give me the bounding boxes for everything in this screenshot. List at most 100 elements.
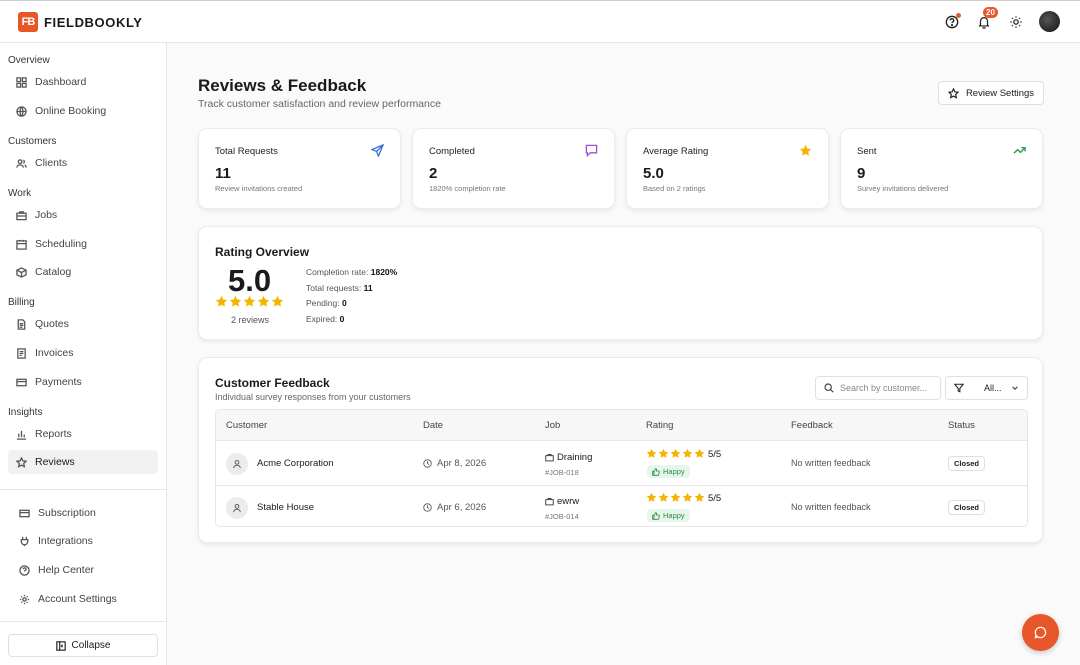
overview-completion-rate: Completion rate: 1820%: [306, 267, 397, 277]
user-icon: [233, 503, 241, 513]
page-subtitle: Track customer satisfaction and review p…: [198, 98, 441, 110]
column-status[interactable]: Status: [948, 420, 975, 431]
sidebar-item-reviews[interactable]: Reviews: [8, 450, 158, 474]
customer-feedback-title: Customer Feedback: [215, 376, 330, 390]
job-title: Draining: [557, 452, 593, 463]
rating-stars: [646, 448, 705, 459]
table-row[interactable]: Stable House Apr 6, 2026 ewrw #JOB-014: [216, 485, 1027, 526]
sidebar-item-label: Online Booking: [35, 105, 107, 117]
logo-mark: FB: [18, 12, 38, 32]
thumbs-up-icon: [652, 467, 660, 476]
sidebar-item-label: Catalog: [35, 266, 72, 278]
globe-icon: [16, 105, 27, 117]
document-icon: [17, 318, 26, 330]
sidebar-item-label: Subscription: [38, 507, 96, 519]
sidebar-item-scheduling[interactable]: Scheduling: [8, 232, 158, 256]
stat-card-completed: Completed 2 1820% completion rate: [412, 128, 615, 209]
sidebar-section-work: Work: [8, 188, 32, 199]
feedback-date: Apr 8, 2026: [423, 458, 486, 469]
help-button[interactable]: [943, 12, 961, 31]
star-icon: [257, 295, 270, 307]
job-name[interactable]: ewrw: [545, 496, 579, 507]
sidebar-item-label: Help Center: [38, 564, 95, 576]
sidebar-item-catalog[interactable]: Catalog: [8, 260, 158, 284]
star-icon: [682, 492, 693, 502]
sidebar-collapse-icon: [55, 640, 66, 651]
star-icon: [799, 144, 812, 156]
feedback-text: No written feedback: [791, 502, 871, 512]
plug-icon: [20, 536, 29, 546]
bar-chart-icon: [16, 430, 27, 440]
customer-search-input[interactable]: Search by customer...: [815, 376, 941, 400]
overview-total-requests: Total requests: 11: [306, 283, 373, 293]
stat-title: Average Rating: [643, 146, 709, 157]
rating-overview-title: Rating Overview: [215, 245, 310, 259]
sidebar-item-label: Reports: [35, 428, 72, 440]
sidebar-item-jobs[interactable]: Jobs: [8, 203, 158, 227]
date-text: Apr 6, 2026: [437, 502, 487, 513]
column-feedback[interactable]: Feedback: [791, 420, 833, 431]
review-settings-button[interactable]: Review Settings: [938, 81, 1044, 105]
message-icon: [585, 144, 598, 157]
rating-overview-card: Rating Overview 5.0 2 reviews Completion…: [198, 226, 1043, 340]
sidebar-item-integrations[interactable]: Integrations: [11, 529, 161, 553]
star-icon: [658, 448, 669, 458]
overview-line-label: Completion rate:: [306, 267, 369, 277]
overview-line-label: Pending:: [306, 298, 340, 308]
customer-name[interactable]: Acme Corporation: [257, 458, 334, 469]
search-placeholder: Search by customer...: [840, 383, 928, 393]
rating-score: 5/5: [708, 449, 722, 460]
sidebar-item-help-center[interactable]: Help Center: [11, 558, 161, 582]
overview-expired: Expired: 0: [306, 314, 344, 324]
column-rating[interactable]: Rating: [646, 420, 674, 431]
review-settings-label: Review Settings: [965, 87, 1035, 99]
sidebar-item-clients[interactable]: Clients: [8, 151, 158, 175]
table-row[interactable]: Acme Corporation Apr 8, 2026 Draining #J…: [216, 442, 1027, 485]
notifications-button[interactable]: 20: [975, 6, 998, 31]
status-filter-select[interactable]: All...: [945, 376, 1028, 400]
stat-note: Review invitations created: [215, 184, 303, 193]
overview-line-value: 0: [341, 298, 347, 308]
theme-toggle[interactable]: [1007, 13, 1025, 31]
sidebar-item-online-booking[interactable]: Online Booking: [8, 99, 158, 123]
chat-support-button[interactable]: [1022, 614, 1059, 651]
app-logo[interactable]: FB FIELDBOOKLY: [18, 12, 143, 32]
sidebar-divider: [0, 489, 167, 490]
main-content: Reviews & Feedback Track customer satisf…: [167, 43, 1080, 665]
stat-card-sent: Sent 9 Survey invitations delivered: [840, 128, 1043, 209]
column-job[interactable]: Job: [545, 420, 561, 431]
overview-line-label: Expired:: [306, 314, 338, 324]
user-avatar[interactable]: [1039, 11, 1060, 32]
collapse-button[interactable]: Collapse: [8, 634, 158, 657]
sidebar-item-invoices[interactable]: Invoices: [8, 341, 158, 365]
stat-card-total-requests: Total Requests 11 Review invitations cre…: [198, 128, 401, 209]
sidebar: Overview Dashboard Online Booking Custom…: [0, 43, 167, 665]
sentiment-text: Happy: [663, 511, 685, 520]
help-indicator-dot: [956, 12, 961, 18]
stat-title: Total Requests: [215, 146, 278, 157]
sidebar-item-label: Quotes: [35, 318, 69, 330]
sidebar-item-payments[interactable]: Payments: [8, 370, 158, 394]
job-title: ewrw: [557, 496, 580, 507]
sidebar-item-subscription[interactable]: Subscription: [11, 501, 161, 525]
stat-title: Completed: [429, 146, 475, 157]
customer-avatar: [226, 497, 248, 519]
sidebar-item-quotes[interactable]: Quotes: [8, 312, 158, 336]
star-icon: [16, 456, 27, 468]
column-date[interactable]: Date: [423, 420, 444, 431]
customer-name[interactable]: Stable House: [257, 502, 315, 513]
column-customer[interactable]: Customer: [226, 420, 268, 431]
sidebar-section-billing: Billing: [8, 297, 35, 308]
sidebar-item-account-settings[interactable]: Account Settings: [11, 587, 161, 611]
sidebar-item-label: Account Settings: [38, 593, 117, 605]
briefcase-icon: [545, 498, 554, 506]
grid-icon: [16, 76, 27, 88]
sidebar-item-reports[interactable]: Reports: [8, 422, 158, 446]
job-name[interactable]: Draining: [545, 452, 592, 463]
sidebar-item-dashboard[interactable]: Dashboard: [8, 70, 158, 94]
sidebar-divider: [0, 621, 167, 622]
star-icon: [694, 492, 705, 502]
star-icon: [670, 448, 681, 458]
briefcase-icon: [545, 454, 554, 462]
chat-icon: [1034, 626, 1047, 639]
